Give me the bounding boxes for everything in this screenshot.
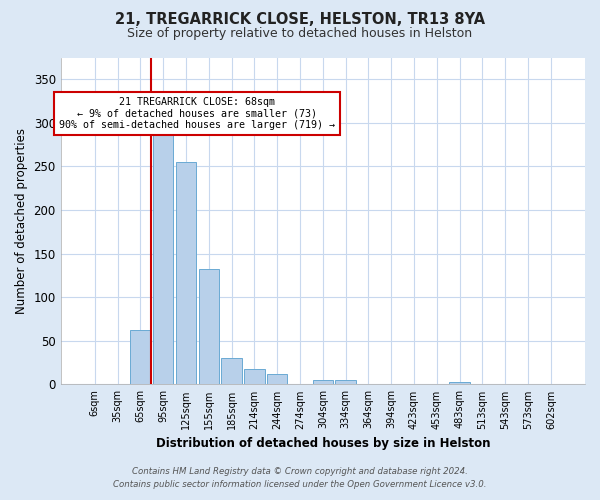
Bar: [176, 162, 196, 384]
Bar: [335, 380, 356, 384]
Text: Size of property relative to detached houses in Helston: Size of property relative to detached ho…: [127, 28, 473, 40]
Y-axis label: Number of detached properties: Number of detached properties: [15, 128, 28, 314]
Bar: [244, 368, 265, 384]
Bar: [130, 330, 151, 384]
Bar: [221, 358, 242, 384]
Bar: [153, 132, 173, 384]
Text: 21, TREGARRICK CLOSE, HELSTON, TR13 8YA: 21, TREGARRICK CLOSE, HELSTON, TR13 8YA: [115, 12, 485, 28]
Bar: [267, 374, 287, 384]
Bar: [313, 380, 333, 384]
Bar: [199, 270, 219, 384]
Bar: [449, 382, 470, 384]
X-axis label: Distribution of detached houses by size in Helston: Distribution of detached houses by size …: [155, 437, 490, 450]
Text: 21 TREGARRICK CLOSE: 68sqm
← 9% of detached houses are smaller (73)
90% of semi-: 21 TREGARRICK CLOSE: 68sqm ← 9% of detac…: [59, 96, 335, 130]
Text: Contains HM Land Registry data © Crown copyright and database right 2024.
Contai: Contains HM Land Registry data © Crown c…: [113, 468, 487, 489]
